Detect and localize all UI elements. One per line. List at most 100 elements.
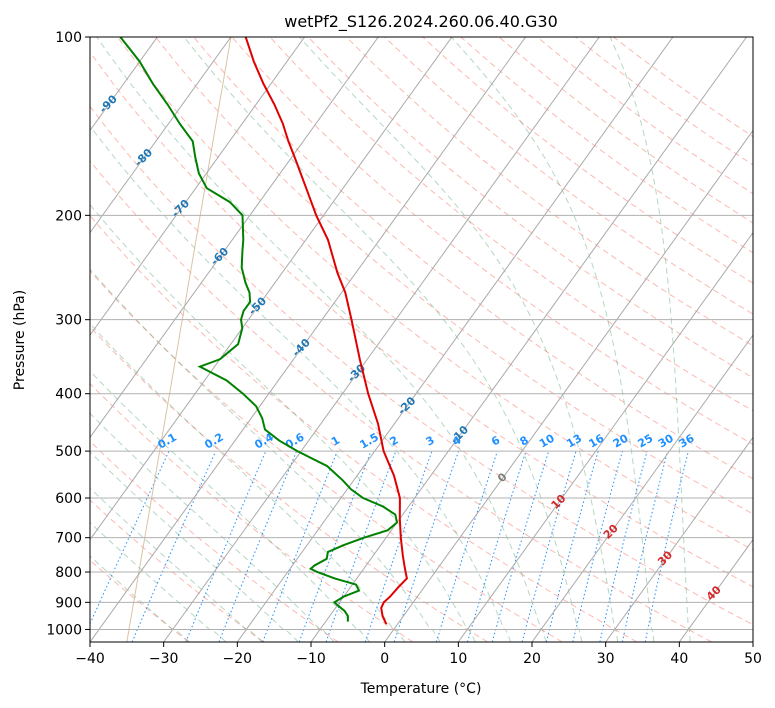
dry-adiabat-line [90,326,488,642]
y-axis-label: Pressure (hPa) [12,290,28,390]
mixing-ratio-line [393,450,460,642]
mixing-ratio-line [90,450,170,625]
mixing-ratio-label: 1 [329,434,342,449]
dry-adiabat-line [536,37,753,195]
dry-adiabat-line [90,270,563,642]
y-tick-label: 600 [55,491,82,507]
y-tick-label: 800 [55,565,82,581]
moist-adiabat-line [90,451,299,642]
x-tick-label: 10 [449,651,467,667]
isotherm-line [90,37,527,642]
axis-ticks: −40 −30 −20 −10 0 10 20 30 40 5010020030040050060… [46,30,762,667]
x-tick-label: 50 [744,651,762,667]
mixing-ratio-line [298,450,372,642]
dry-adiabat-line [90,499,264,642]
chart-title: wetPf2_S126.2024.260.06.40.G30 [284,12,558,32]
x-axis-label: Temperature (°C) [360,681,482,697]
y-tick-label: 700 [55,531,82,547]
isotherm-line [531,334,753,642]
isotherm-line [457,231,753,642]
isotherm-label: 10 [549,492,569,512]
dry-adiabat-line [90,105,753,626]
dry-adiabat-line [90,214,638,642]
isotherm-label: -80 [132,146,155,169]
mixing-ratio-line [364,450,433,642]
dry-adiabat-line [384,37,753,315]
mixing-ratio-line [621,450,669,642]
mixing-ratio-line [325,450,397,642]
mixing-ratio-label: 30 [656,431,676,450]
mixing-ratio-line [131,450,217,642]
mixing-ratio-line [599,450,648,642]
isotherm-label: 0 [495,470,510,485]
isotherm-label: 30 [655,548,675,568]
isotherm-label: -20 [395,394,418,417]
isotherm-line [678,538,753,642]
isotherm-label: -70 [169,197,192,220]
isotherm-label: -40 [290,336,313,359]
moist-adiabat-line [90,521,227,642]
mixing-ratio-line [644,450,689,642]
mixing-ratio-label: 20 [611,431,631,450]
isotherm-line [236,37,674,642]
x-tick-label: 30 [597,651,615,667]
mixing-ratio-label: 3 [424,434,437,449]
isotherm-line [605,436,753,642]
reference-lines [0,37,753,642]
mixing-ratio-label: 0.4 [252,430,276,451]
mixing-ratio-line [521,450,577,642]
mixing-ratio-label: 0.1 [156,431,179,452]
moist-adiabat-line [90,370,370,642]
y-tick-label: 900 [55,595,82,611]
dry-adiabat-line [422,37,753,284]
isotherm-label: 40 [704,583,724,603]
y-tick-label: 500 [55,444,82,460]
isotherm-line [384,129,753,642]
dry-adiabat-line [345,37,753,347]
moist-adiabat-line [299,37,619,642]
moist-adiabat-line [90,268,441,642]
aux-reference-curve [126,37,232,642]
moist-adiabat-line [96,37,547,642]
isotherm-line [163,37,600,642]
x-tick-label: −20 [223,651,253,667]
mixing-ratio-line [218,450,298,642]
isotherm-label: 20 [601,521,621,541]
isotherm-line [0,37,10,642]
moist-adiabat-line [183,37,583,642]
mixing-ratio-line [467,450,527,642]
y-tick-label: 200 [55,208,82,224]
isotherm-label: -90 [97,92,120,115]
dry-adiabat-line [155,37,753,515]
mixing-ratio-line [572,450,623,642]
mixing-ratio-labels: 0.1 0.2 0.4 0.6 1 1.5 2 3 4 6 8 10 13 16 20 25 30 36 [156,430,697,451]
mixing-ratio-label: 2 [387,434,400,449]
x-tick-label: −10 [296,651,326,667]
dry-adiabat-line [498,37,753,224]
isotherm-line [90,37,232,234]
x-tick-label: −40 [75,651,105,667]
dewpoint-line [119,37,399,622]
moist-adiabat-line [609,37,691,642]
mixing-ratio-line [435,450,498,642]
moist-adiabat-line [90,125,512,642]
mixing-ratio-line [185,450,267,642]
temperature-line [244,37,408,625]
mixing-ratio-label: 1.5 [358,431,381,452]
isotherm-line [752,641,753,642]
moist-adiabat-line [90,487,263,642]
y-tick-label: 1000 [46,622,82,638]
moist-adiabat-line [90,322,406,642]
mixing-ratio-label: 16 [587,431,607,450]
x-tick-label: 0 [380,651,389,667]
isotherm-line [90,37,453,541]
moist-adiabat-line [450,37,655,642]
y-tick-label: 400 [55,387,82,403]
dry-adiabat-line [193,37,753,480]
dry-adiabat-line [460,37,753,254]
moist-adiabat-line [90,203,476,642]
mixing-ratio-label: 0.2 [202,431,225,452]
x-tick-label: −30 [149,651,179,667]
isotherm-label: -60 [208,245,231,268]
